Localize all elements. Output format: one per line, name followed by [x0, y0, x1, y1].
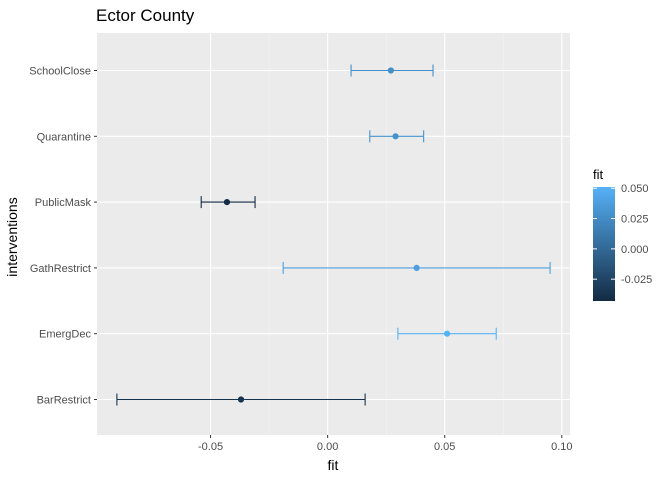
y-tick-label: BarRestrict [37, 395, 91, 407]
y-tick-label: SchoolClose [29, 66, 91, 78]
fit-point [444, 331, 450, 337]
x-axis-title: fit [328, 457, 339, 473]
legend-colorbar [593, 187, 615, 301]
fit-point [414, 265, 420, 271]
y-tick-label: EmergDec [39, 329, 91, 341]
x-tick-label: 0.10 [551, 441, 572, 453]
x-tick-label: -0.05 [198, 441, 223, 453]
legend: fit 0.050 0.025 0.000 -0.025 [593, 167, 652, 301]
y-tick-label: GathRestrict [30, 263, 91, 275]
legend-label: -0.025 [621, 274, 652, 286]
legend-label: 0.050 [621, 183, 649, 195]
fit-point [392, 133, 398, 139]
x-tick-label: 0.05 [434, 441, 455, 453]
fit-point [224, 199, 230, 205]
legend-label: 0.000 [621, 244, 649, 256]
x-tick-label: 0.00 [317, 441, 338, 453]
legend-title: fit [593, 167, 604, 182]
legend-label: 0.025 [621, 214, 649, 226]
plot-panel [97, 33, 570, 435]
chart-title: Ector County [96, 6, 195, 25]
y-tick-label: Quarantine [37, 131, 91, 143]
fit-point [238, 396, 244, 402]
y-axis-title: interventions [4, 197, 20, 276]
fit-point [388, 67, 394, 73]
y-tick-label: PublicMask [35, 197, 92, 209]
